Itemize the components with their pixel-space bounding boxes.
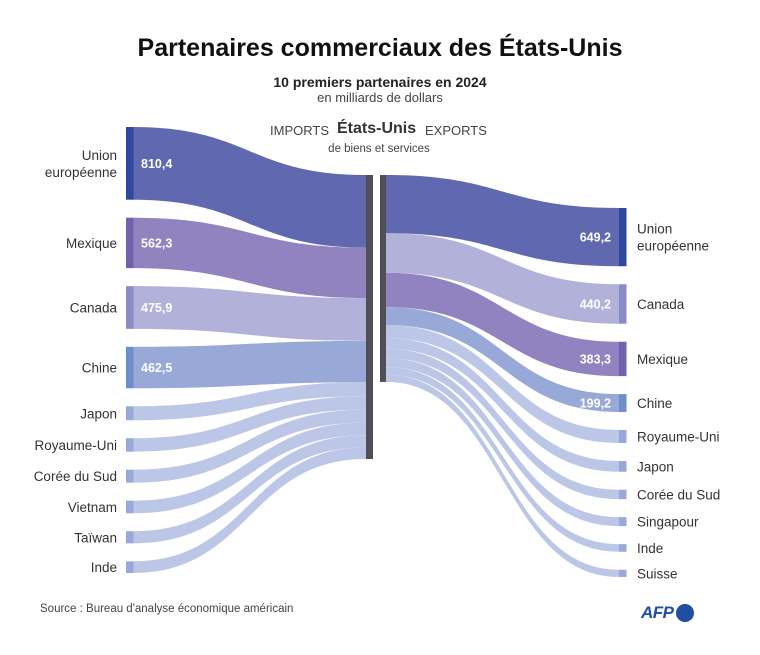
imports-label: IMPORTS xyxy=(270,123,329,138)
export-flow-suisse xyxy=(386,374,619,577)
export-node-coree-du-sud xyxy=(619,489,627,500)
export-node-singapour xyxy=(619,517,627,527)
import-value-mexique: 562,3 xyxy=(141,236,172,250)
import-flow-vietnam xyxy=(133,422,366,514)
import-node-japon xyxy=(126,406,134,421)
export-node-inde xyxy=(619,544,627,552)
export-node-chine xyxy=(619,394,627,412)
export-flow-coree-du-sud xyxy=(386,348,619,500)
import-node-canada xyxy=(126,286,134,329)
exports-label: EXPORTS xyxy=(425,123,487,138)
import-node-coree-du-sud xyxy=(126,469,134,483)
import-node-chine xyxy=(126,346,134,389)
import-flow-inde xyxy=(133,447,366,573)
export-label-suisse: Suisse xyxy=(637,566,678,581)
import-flow-canada xyxy=(133,286,366,341)
export-label-union-europeenne: Union xyxy=(637,222,672,237)
export-flow-mexique xyxy=(386,272,619,377)
import-label-inde: Inde xyxy=(91,560,117,575)
export-flow-inde xyxy=(386,367,619,552)
center-node-exports-bar xyxy=(380,175,386,382)
import-label-union-europeenne: européenne xyxy=(45,165,117,180)
export-flow-japon xyxy=(386,337,619,472)
export-node-japon xyxy=(619,460,627,472)
afp-logo: AFP xyxy=(641,603,694,623)
unit-label: en milliards de dollars xyxy=(317,90,443,105)
afp-logo-text: AFP xyxy=(641,603,674,622)
import-node-inde xyxy=(126,561,134,573)
center-node-label: États-Unis xyxy=(337,120,417,137)
export-label-royaume-uni: Royaume-Uni xyxy=(637,429,720,444)
export-value-mexique: 383,3 xyxy=(580,352,611,366)
chart-title: Partenaires commerciaux des États-Unis xyxy=(137,34,623,62)
import-label-chine: Chine xyxy=(82,361,117,376)
export-flow-singapour xyxy=(386,358,619,527)
import-label-coree-du-sud: Corée du Sud xyxy=(34,469,117,484)
import-node-union-europeenne xyxy=(126,127,134,200)
export-flow-chine xyxy=(386,307,619,412)
afp-logo-dot xyxy=(675,604,694,622)
import-value-union-europeenne: 810,4 xyxy=(141,157,172,171)
import-node-vietnam xyxy=(126,500,134,514)
import-flow-mexique xyxy=(133,217,366,299)
import-label-mexique: Mexique xyxy=(66,236,117,251)
import-flow-japon xyxy=(133,382,366,421)
import-node-royaume-uni xyxy=(126,438,134,452)
source-note: Source : Bureau d'analyse économique amé… xyxy=(40,603,294,615)
export-value-union-europeenne: 649,2 xyxy=(580,231,611,245)
import-label-vietnam: Vietnam xyxy=(68,500,117,515)
import-flow-royaume-uni xyxy=(133,396,366,452)
center-node-sublabel: de biens et services xyxy=(328,143,430,155)
import-value-canada: 475,9 xyxy=(141,301,172,315)
export-node-mexique xyxy=(619,341,627,377)
import-label-union-europeenne: Union xyxy=(82,148,117,163)
import-label-canada: Canada xyxy=(70,300,118,315)
import-flow-union-europeenne xyxy=(133,127,366,248)
import-node-mexique xyxy=(126,217,134,269)
export-value-canada: 440,2 xyxy=(580,297,611,311)
import-value-chine: 462,5 xyxy=(141,361,172,375)
export-flow-union-europeenne xyxy=(386,175,619,267)
export-label-mexique: Mexique xyxy=(637,352,688,367)
import-node-taiwan xyxy=(126,531,134,544)
export-node-royaume-uni xyxy=(619,429,627,443)
center-node-imports-bar xyxy=(366,175,373,459)
export-label-inde: Inde xyxy=(637,541,663,556)
chart-subtitle: 10 premiers partenaires en 2024 xyxy=(273,74,487,90)
export-node-canada xyxy=(619,284,627,324)
export-node-union-europeenne xyxy=(619,208,627,267)
export-label-chine: Chine xyxy=(637,396,672,411)
import-label-japon: Japon xyxy=(80,406,117,421)
export-flow-royaume-uni xyxy=(386,324,619,443)
import-flow-chine xyxy=(133,340,366,389)
export-label-union-europeenne: européenne xyxy=(637,239,709,254)
export-label-singapour: Singapour xyxy=(637,515,699,530)
import-label-taiwan: Taïwan xyxy=(74,530,117,545)
import-label-royaume-uni: Royaume-Uni xyxy=(34,438,117,453)
import-flow-taiwan xyxy=(133,435,366,544)
export-value-chine: 199,2 xyxy=(580,397,611,411)
export-label-japon: Japon xyxy=(637,459,674,474)
import-flow-coree-du-sud xyxy=(133,409,366,483)
export-label-coree-du-sud: Corée du Sud xyxy=(637,487,720,502)
export-node-suisse xyxy=(619,569,627,577)
export-flow-canada xyxy=(386,233,619,324)
export-label-canada: Canada xyxy=(637,297,685,312)
